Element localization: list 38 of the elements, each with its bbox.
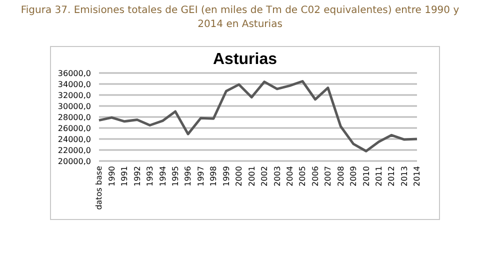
x-tick-label: 2012 — [387, 166, 396, 186]
line-series — [98, 80, 418, 152]
y-tick-label: 30000,0 — [58, 102, 91, 111]
x-tick-label: 2004 — [285, 166, 294, 186]
x-tick-label: 1994 — [158, 166, 168, 186]
y-tick-label: 22000,0 — [58, 146, 91, 155]
x-tick-label: 2005 — [298, 166, 308, 186]
x-tick-label: 2006 — [310, 166, 320, 186]
y-tick-label: 34000,0 — [58, 80, 91, 89]
x-tick-label: 2013 — [400, 166, 409, 186]
x-tick-label: 2002 — [260, 166, 270, 186]
x-tick-label: 1997 — [196, 166, 206, 186]
x-tick-label: 1992 — [132, 166, 142, 186]
chart-subtitle: Asturias — [212, 51, 278, 69]
chart-title: Figura 37. Emisiones totales de GEI (en miles de Tm de C02 equivalentes) entre 1990 y 2014 en Asturias — [20, 4, 460, 32]
x-tick-label: 1998 — [209, 166, 218, 186]
y-tick-label: 36000,0 — [58, 68, 91, 78]
x-tick-label: 1999 — [222, 166, 231, 186]
x-tick-label: 2009 — [349, 166, 358, 186]
y-tick-label: 24000,0 — [58, 134, 91, 144]
y-tick-label: 26000,0 — [58, 124, 91, 133]
y-tick-label: 32000,0 — [58, 90, 91, 100]
y-tick-label: 20000,0 — [58, 156, 91, 166]
x-tick-label: 2011 — [374, 166, 384, 186]
y-tick-label: 28000,0 — [58, 112, 91, 122]
x-tick-label: 1991 — [120, 166, 130, 186]
x-tick-label: 2010 — [362, 166, 371, 186]
x-tick-label: datos base — [94, 166, 104, 210]
x-tick-label: 2003 — [272, 166, 282, 186]
x-tick-label: 1990 — [107, 166, 116, 186]
x-tick-label: 2007 — [324, 166, 333, 186]
x-tick-label: 2008 — [336, 166, 346, 186]
x-tick-label: 1996 — [184, 166, 193, 186]
x-tick-label: 2001 — [247, 166, 256, 186]
x-tick-label: 2014 — [412, 166, 422, 186]
x-tick-label: 1993 — [146, 166, 155, 186]
x-tick-label: 2000 — [234, 166, 244, 186]
x-tick-label: 1995 — [171, 166, 180, 186]
